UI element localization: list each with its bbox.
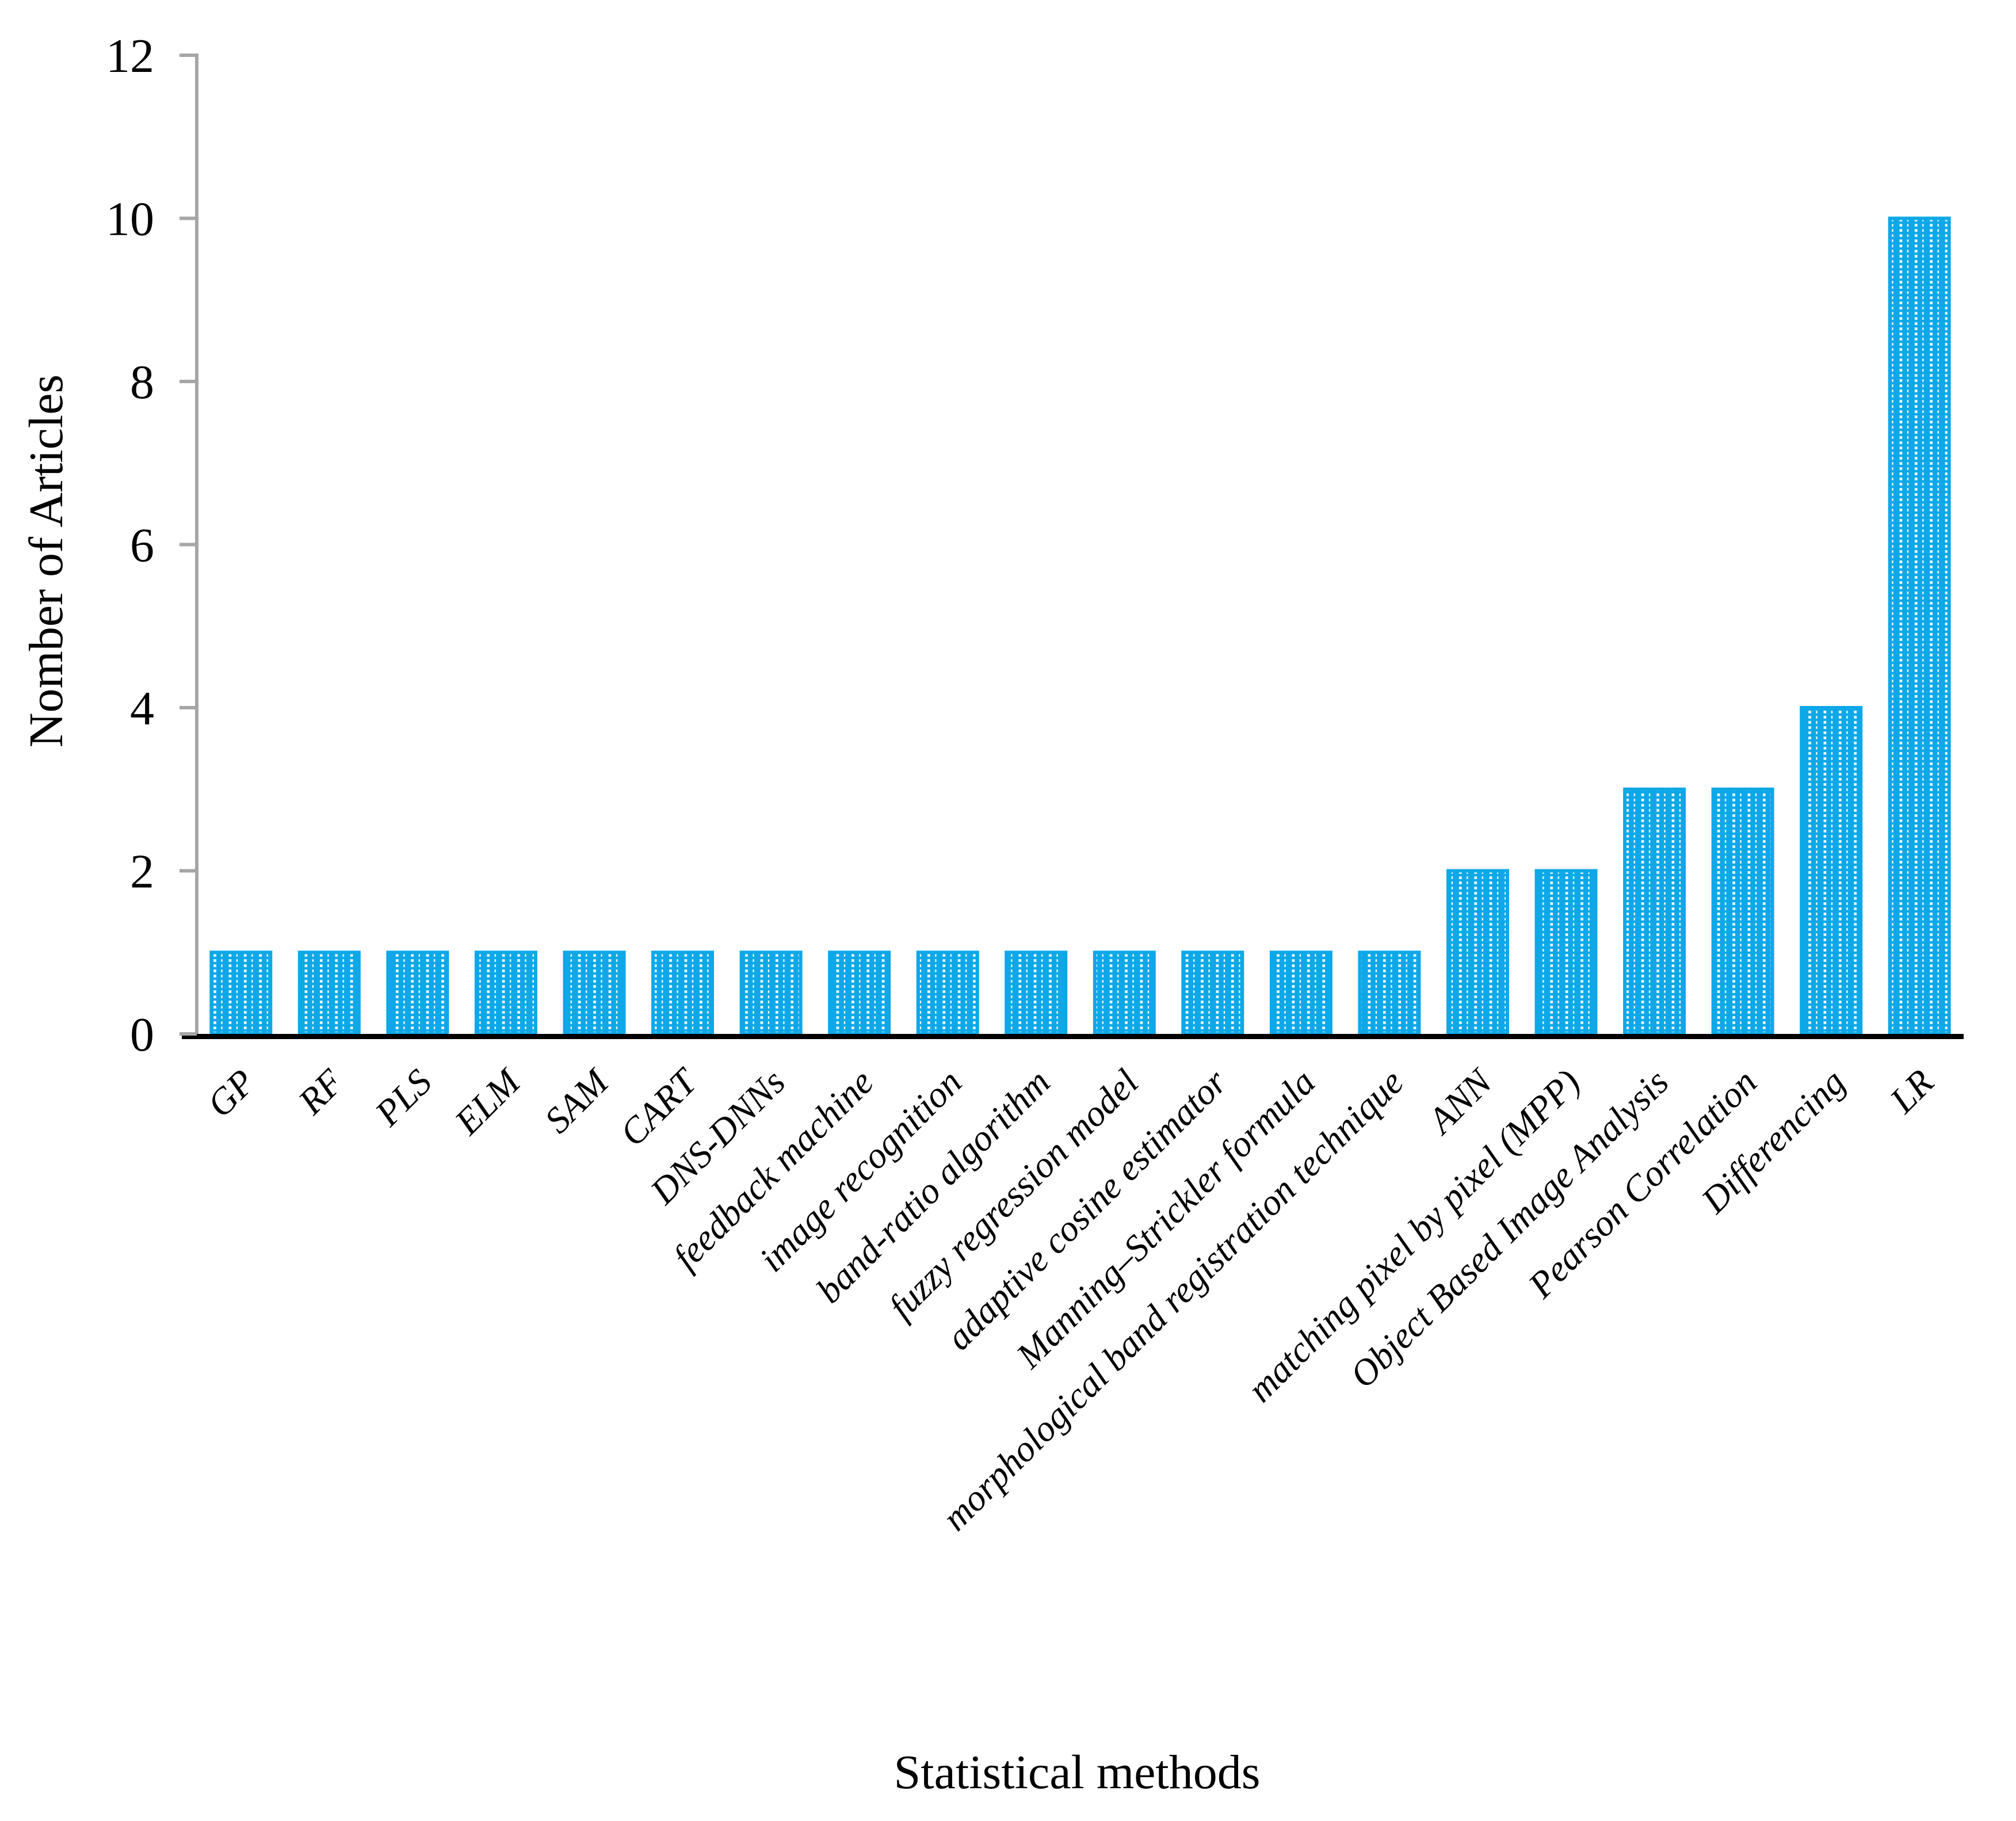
- bar-13: [1269, 950, 1332, 1036]
- bar-11: [1093, 950, 1156, 1036]
- bar-20: [1888, 216, 1951, 1036]
- x-category-label-20: LR: [1881, 1062, 1941, 1121]
- bar-10: [1005, 950, 1068, 1036]
- x-category-label-3: PLS: [366, 1062, 439, 1134]
- y-tick-labels-layer: 0 2 4 6 8 10 12: [106, 29, 154, 1062]
- y-tick-label-4: 4: [130, 682, 154, 735]
- bar-8: [828, 950, 891, 1036]
- bar-17: [1623, 787, 1686, 1036]
- y-tick-label-8: 8: [130, 356, 154, 409]
- x-category-label-1: GP: [199, 1062, 263, 1125]
- bar-6: [651, 950, 714, 1036]
- y-ticks-layer: [180, 54, 197, 1036]
- y-axis-title: Nomber of Articles: [20, 375, 73, 748]
- y-tick-label-6: 6: [130, 519, 154, 572]
- y-tick-label-10: 10: [106, 193, 154, 246]
- y-tick-label-12: 12: [106, 29, 154, 83]
- bars-layer: [209, 216, 1951, 1036]
- x-axis-title: Statistical methods: [894, 1746, 1261, 1799]
- bar-18: [1711, 787, 1774, 1036]
- x-category-label-2: RF: [290, 1061, 352, 1123]
- y-tick-label-0: 0: [130, 1008, 154, 1062]
- bar-3: [386, 950, 449, 1036]
- bar-1: [209, 950, 273, 1036]
- bar-9: [916, 950, 979, 1036]
- bar-19: [1800, 706, 1863, 1036]
- bar-2: [297, 950, 361, 1036]
- bar-15: [1446, 869, 1509, 1036]
- bar-4: [474, 950, 537, 1036]
- bar-5: [563, 950, 626, 1036]
- x-category-label-15: ANN: [1418, 1060, 1500, 1142]
- y-tick-label-2: 2: [130, 845, 154, 899]
- axes-layer: [182, 54, 1964, 1039]
- bar-7: [739, 950, 803, 1036]
- bar-16: [1534, 869, 1598, 1036]
- x-category-label-4: ELM: [446, 1060, 529, 1143]
- bar-14: [1358, 950, 1421, 1036]
- bar-12: [1181, 950, 1244, 1036]
- x-category-label-5: SAM: [537, 1060, 618, 1141]
